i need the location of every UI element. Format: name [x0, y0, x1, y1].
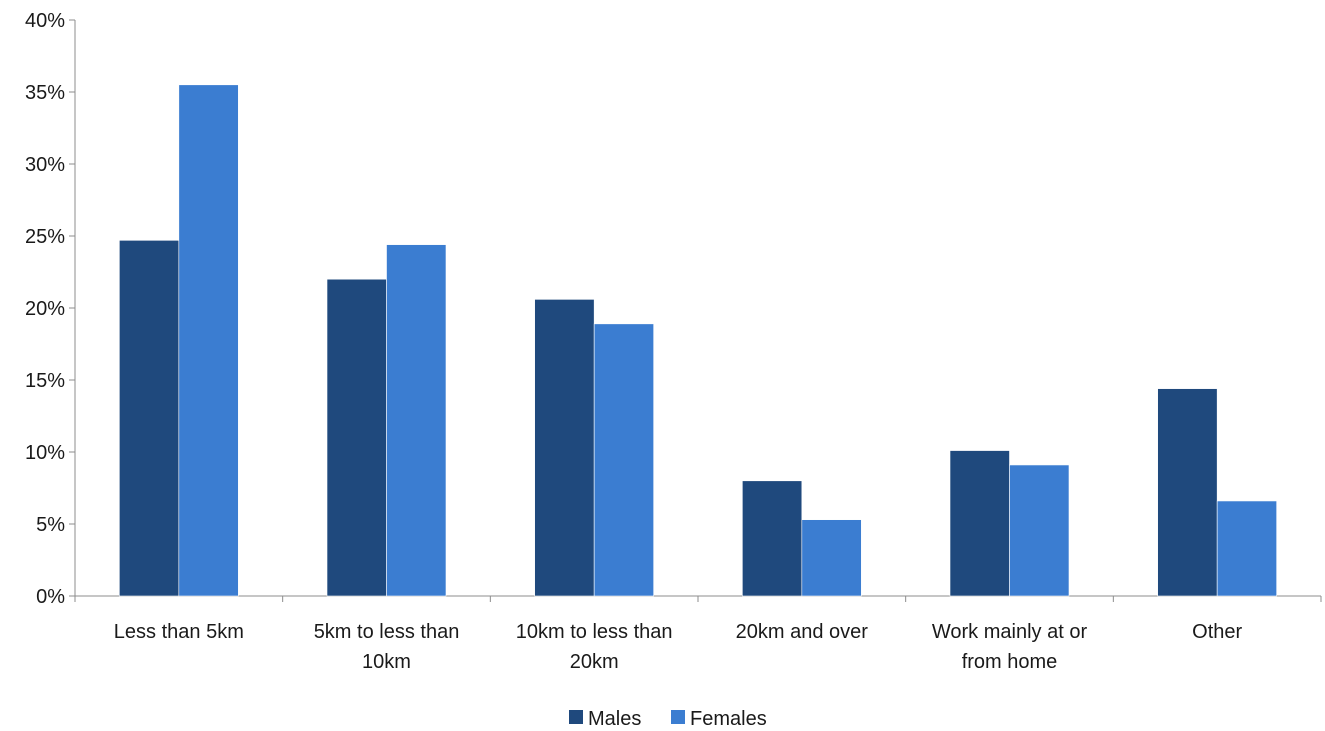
bar-males-3	[742, 480, 803, 597]
bars-group	[119, 84, 1277, 597]
legend-swatch-females	[671, 710, 685, 724]
bar-males-0	[119, 240, 180, 597]
bar-females-0	[178, 84, 239, 597]
x-category-label: Other	[1192, 621, 1242, 643]
x-category-label-line: from home	[962, 651, 1058, 673]
x-category-label-line: 5km to less than	[314, 621, 460, 643]
y-tick-label: 5%	[36, 514, 65, 536]
y-tick-label: 35%	[25, 82, 65, 104]
bar-females-2	[593, 323, 654, 597]
x-category-label-line: Other	[1192, 621, 1242, 643]
y-tick-label: 15%	[25, 370, 65, 392]
x-category-label-line: 20km	[570, 651, 619, 673]
x-category-label-line: 20km and over	[736, 621, 869, 643]
x-category-label: Work mainly at or from home	[932, 621, 1088, 673]
bar-males-1	[326, 278, 387, 597]
y-tick-label: 40%	[25, 10, 65, 32]
bar-males-5	[1157, 388, 1218, 597]
x-category-label: 10km to less than 20km	[516, 621, 673, 673]
y-tick-label: 25%	[25, 226, 65, 248]
bar-females-3	[801, 519, 862, 597]
y-tick-label: 30%	[25, 154, 65, 176]
x-category-label-line: Less than 5km	[114, 621, 244, 643]
x-category-label-line: 10km	[362, 651, 411, 673]
legend-label-females: Females	[690, 708, 767, 730]
y-axis: 0% 5% 10% 15% 20% 25% 30% 35% 40%	[25, 10, 76, 608]
x-category-label-line: 10km to less than	[516, 621, 673, 643]
x-category-label: 20km and over	[736, 621, 869, 643]
bar-females-1	[386, 244, 447, 597]
x-category-label-line: Work mainly at or	[932, 621, 1088, 643]
legend-label-males: Males	[588, 708, 641, 730]
x-axis: Less than 5km 5km to less than 10km 10km to…	[74, 595, 1322, 673]
x-category-label: Less than 5km	[114, 621, 244, 643]
bar-males-4	[949, 450, 1010, 597]
bar-males-2	[534, 299, 595, 597]
bar-females-5	[1216, 500, 1277, 597]
y-tick-label: 0%	[36, 586, 65, 608]
legend: Males Females	[569, 708, 767, 730]
legend-swatch-males	[569, 710, 583, 724]
y-tick-label: 10%	[25, 442, 65, 464]
y-tick-label: 20%	[25, 298, 65, 320]
bar-females-4	[1009, 464, 1070, 597]
x-category-label: 5km to less than 10km	[314, 621, 460, 673]
